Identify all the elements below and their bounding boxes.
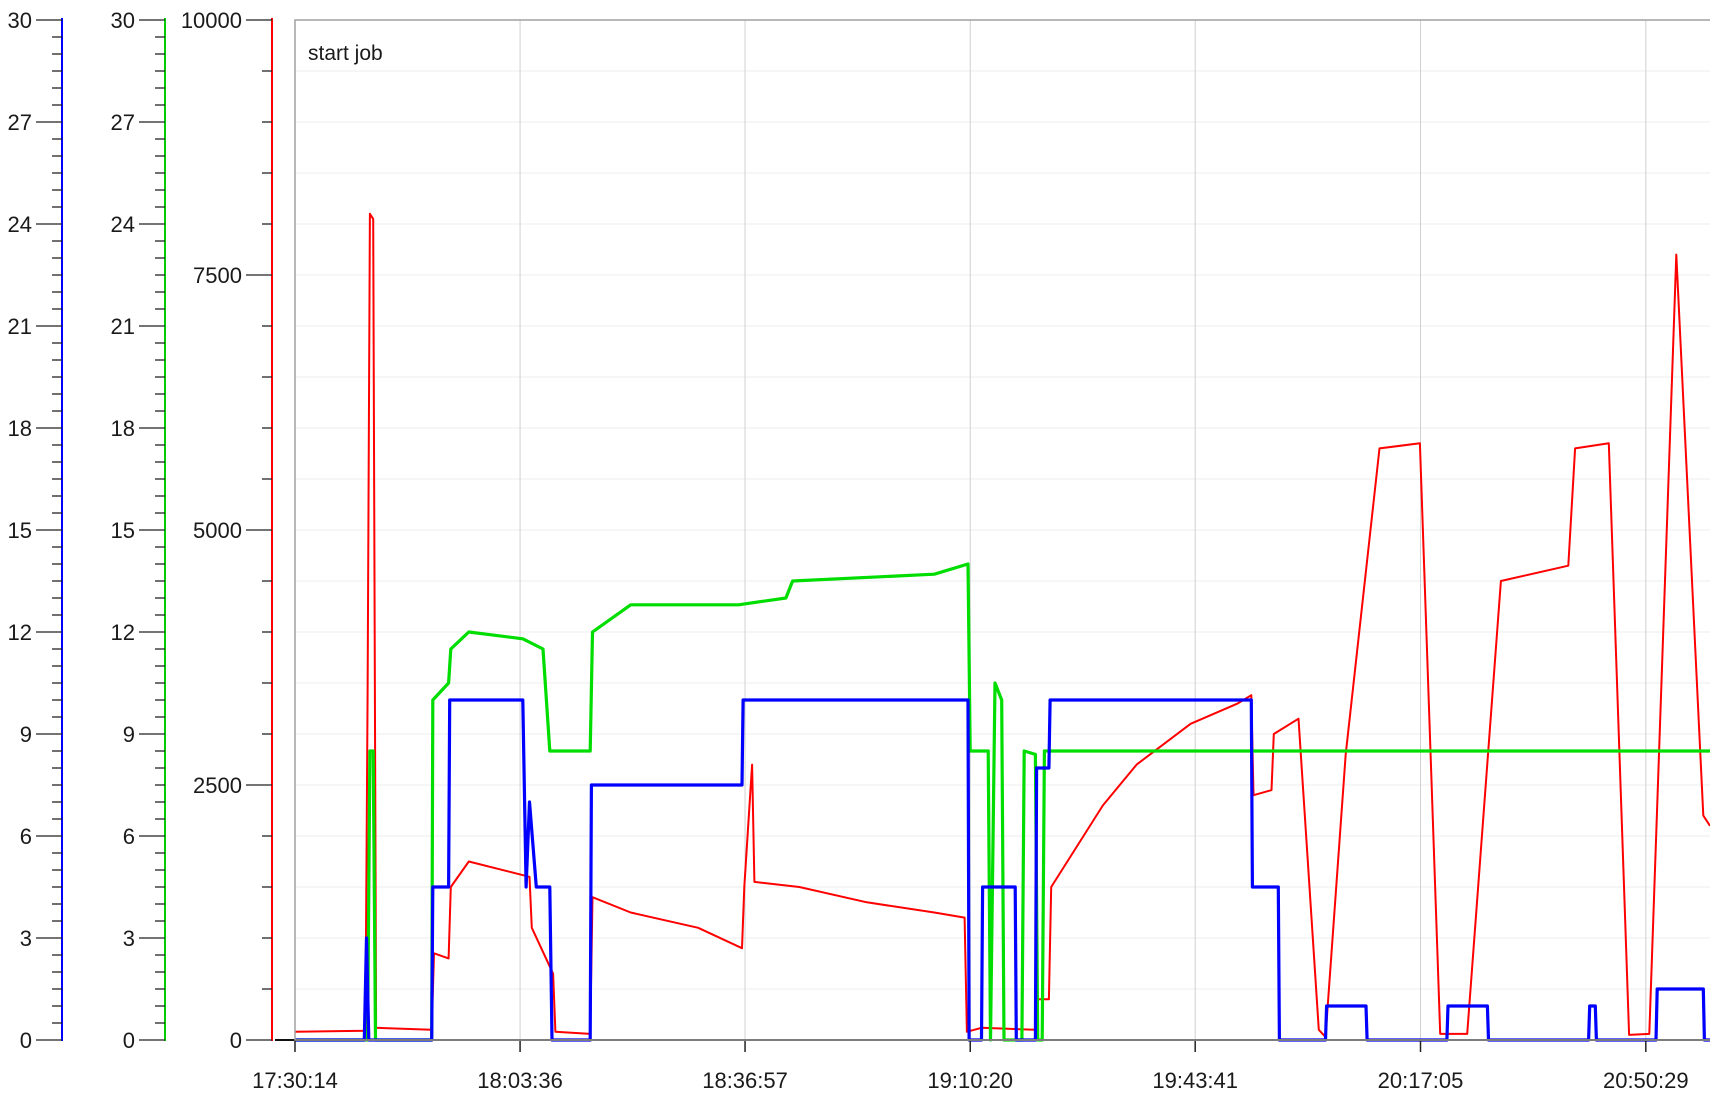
green-axis-tick-label: 12 xyxy=(111,620,135,645)
blue-axis-tick-label: 9 xyxy=(20,722,32,747)
chart-annotation: start job xyxy=(308,42,383,65)
green-axis-tick-label: 18 xyxy=(111,416,135,441)
blue-axis-tick-label: 12 xyxy=(8,620,32,645)
blue-axis-tick-label: 15 xyxy=(8,518,32,543)
green-series-line xyxy=(295,562,1710,1042)
green-axis-tick-label: 3 xyxy=(123,926,135,951)
x-tick-label: 18:36:57 xyxy=(702,1068,788,1093)
green-axis-tick-label: 27 xyxy=(111,110,135,135)
red-axis-tick-label: 0 xyxy=(230,1028,242,1053)
y-axes: 0 3 6 9 12 15 18 21 24 27 30 0 3 6 9 12 15 18 21 24 27 30 0 250… xyxy=(8,8,273,1053)
red-axis-tick-label: 2500 xyxy=(193,773,242,798)
green-axis-tick-label: 30 xyxy=(111,8,135,33)
blue-axis-tick-label: 0 xyxy=(20,1028,32,1053)
red-axis-tick-label: 5000 xyxy=(193,518,242,543)
green-axis-tick-label: 24 xyxy=(111,212,135,237)
green-axis-tick-label: 21 xyxy=(111,314,135,339)
green-axis-tick-label: 9 xyxy=(123,722,135,747)
green-axis-tick-label: 15 xyxy=(111,518,135,543)
green-axis-tick-label: 0 xyxy=(123,1028,135,1053)
x-tick-label: 19:43:41 xyxy=(1152,1068,1238,1093)
red-axis-tick-label: 10000 xyxy=(181,8,242,33)
plot-frame xyxy=(294,19,1710,1041)
x-tick-label: 18:03:36 xyxy=(477,1068,563,1093)
red-axis-tick-label: 7500 xyxy=(193,263,242,288)
blue-axis-tick-label: 3 xyxy=(20,926,32,951)
x-tick-label: 20:50:29 xyxy=(1603,1068,1689,1093)
green-axis-tick-label: 6 xyxy=(123,824,135,849)
blue-axis-tick-label: 24 xyxy=(8,212,32,237)
blue-axis-tick-label: 21 xyxy=(8,314,32,339)
blue-axis-tick-label: 18 xyxy=(8,416,32,441)
blue-axis-tick-label: 30 xyxy=(8,8,32,33)
x-tick-label: 19:10:20 xyxy=(927,1068,1013,1093)
blue-axis-tick-label: 27 xyxy=(8,110,32,135)
x-tick-label: 20:17:05 xyxy=(1378,1068,1464,1093)
blue-axis-tick-label: 6 xyxy=(20,824,32,849)
x-tick-label: 17:30:14 xyxy=(252,1068,338,1093)
